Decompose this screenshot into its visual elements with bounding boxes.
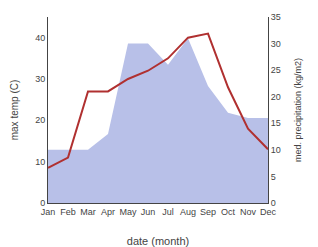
svg-text:May: May [119,207,137,217]
svg-text:0: 0 [271,198,276,208]
svg-text:max temp (C): max temp (C) [9,80,20,141]
svg-text:Aug: Aug [180,207,196,217]
svg-text:35: 35 [271,12,281,22]
svg-text:Nov: Nov [240,207,257,217]
svg-text:Feb: Feb [60,207,76,217]
svg-text:20: 20 [271,92,281,102]
svg-text:40: 40 [35,33,45,43]
svg-text:Apr: Apr [101,207,115,217]
svg-text:Sep: Sep [200,207,216,217]
svg-text:10: 10 [35,157,45,167]
svg-text:30: 30 [35,74,45,84]
svg-text:20: 20 [35,115,45,125]
svg-text:Dec: Dec [260,207,277,217]
svg-text:med. precipitation (kg/m2): med. precipitation (kg/m2) [293,58,303,162]
svg-text:Jul: Jul [162,207,174,217]
svg-text:Jun: Jun [141,207,156,217]
svg-text:Oct: Oct [221,207,236,217]
svg-text:5: 5 [271,172,276,182]
svg-text:15: 15 [271,118,281,128]
svg-text:0: 0 [40,198,45,208]
svg-text:date (month): date (month) [127,235,189,247]
svg-text:30: 30 [271,39,281,49]
svg-text:Mar: Mar [80,207,96,217]
svg-text:25: 25 [271,65,281,75]
svg-text:10: 10 [271,145,281,155]
svg-text:Jan: Jan [41,207,56,217]
